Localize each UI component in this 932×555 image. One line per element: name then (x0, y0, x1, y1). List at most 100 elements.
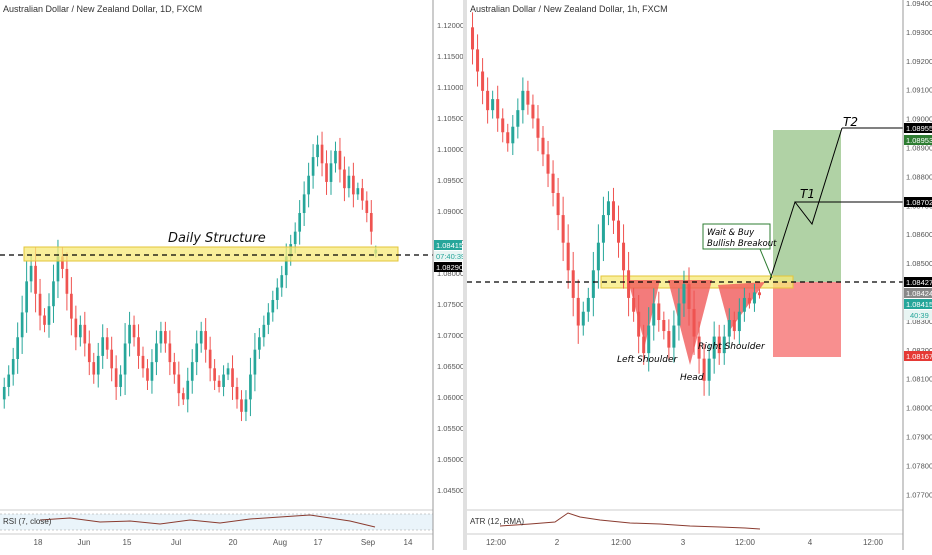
candle-body (217, 380, 221, 387)
left-pane[interactable]: Australian Dollar / New Zealand Dollar, … (0, 0, 465, 550)
right-y-tick: 1.07700 (906, 490, 932, 499)
candle-body (302, 194, 306, 214)
last-price-badge (904, 299, 932, 309)
candle-body (226, 368, 230, 375)
candle-body (752, 292, 756, 304)
left-y-tick: 1.10000 (437, 145, 464, 154)
right-pane[interactable]: Australian Dollar / New Zealand Dollar, … (467, 0, 932, 550)
candle-body (617, 220, 621, 243)
right-chart-title: Australian Dollar / New Zealand Dollar, … (470, 4, 668, 14)
candle-body (25, 281, 28, 313)
candle-body (712, 336, 716, 359)
left-line-price-badge (434, 262, 462, 272)
right-price-axis[interactable]: 1.094001.093001.092001.091001.090001.089… (906, 0, 932, 499)
right-candles (471, 12, 761, 396)
candle-body (672, 325, 676, 348)
candle-body (627, 270, 631, 298)
left-x-tick: 15 (123, 538, 132, 547)
candle-body (732, 320, 736, 332)
stop-price: 1.08167 (906, 352, 932, 361)
candle-body (622, 242, 626, 271)
candle-body (47, 306, 51, 325)
right-time-axis[interactable]: 12:00 2 12:00 3 12:00 4 12:00 (486, 538, 884, 547)
candle-body (596, 242, 600, 271)
right-y-tick: 1.07900 (906, 433, 932, 442)
left-x-tick: 20 (229, 538, 238, 547)
right-shoulder-label: Right Shoulder (698, 342, 766, 352)
left-line-price: 1.08290 (436, 263, 463, 272)
candle-body (78, 324, 82, 338)
candle-body (541, 137, 545, 155)
head-label: Head (680, 373, 704, 383)
candle-body (83, 324, 87, 344)
t2-price: 1.08955 (906, 124, 932, 133)
right-y-tick: 1.09000 (906, 115, 932, 124)
atr-label: ATR (12, RMA) (470, 517, 524, 526)
candle-body (284, 256, 288, 276)
candle-body (343, 169, 346, 189)
daily-structure-zone (23, 246, 399, 262)
left-x-tick: 14 (404, 538, 413, 547)
candle-body (526, 90, 530, 105)
candle-body (222, 374, 225, 387)
right-y-tick: 1.09200 (906, 57, 932, 66)
left-countdown: 07:40:39 (436, 252, 465, 261)
candle-body (682, 284, 686, 304)
t1-price: 1.08702 (906, 198, 932, 207)
candle-body (181, 393, 185, 400)
candle-body (177, 374, 181, 394)
candle-body (356, 188, 360, 195)
stop-price-badge (904, 351, 932, 361)
left-chart-title: Australian Dollar / New Zealand Dollar, … (3, 4, 202, 14)
candle-body (56, 256, 60, 282)
candle-body (677, 303, 681, 326)
rsi-label: RSI (7, close) (3, 517, 52, 526)
left-x-tick: 18 (34, 538, 43, 547)
right-y-tick: 1.08600 (906, 230, 932, 239)
candle-body (29, 265, 33, 282)
left-time-axis[interactable]: 18 Jun 15 Jul 20 Aug 17 Sep 14 (34, 538, 413, 547)
candle-body (697, 336, 701, 359)
left-x-tick: Aug (273, 538, 287, 547)
candle-body (105, 337, 109, 350)
candle-body (347, 175, 351, 189)
right-x-tick: 3 (681, 538, 686, 547)
candle-body (334, 150, 337, 164)
left-y-tick: 1.08000 (437, 269, 464, 278)
right-x-tick: 12:00 (863, 538, 884, 547)
candle-body (155, 343, 158, 363)
breakout-callout-line1: Wait & Buy (707, 228, 755, 238)
candle-body (742, 297, 746, 312)
candle-body (652, 303, 656, 326)
left-y-tick: 1.10500 (437, 114, 464, 123)
right-shoulder-shape (718, 282, 765, 330)
t1-label: T1 (800, 187, 815, 201)
breakout-callout-line2: Bullish Breakout (707, 239, 777, 249)
right-x-tick: 12:00 (486, 538, 507, 547)
current-price-badge (904, 288, 932, 298)
green-price: 1.08953 (906, 136, 932, 145)
left-y-tick: 1.11000 (437, 83, 464, 92)
candle-body (208, 349, 212, 369)
candle-body (516, 110, 520, 127)
candle-body (360, 188, 364, 201)
candle-body (717, 336, 721, 354)
atr-line (499, 512, 761, 530)
candle-body (506, 132, 510, 144)
candle-body (123, 343, 127, 375)
breakout-callout-box (702, 223, 771, 250)
left-last-price-badge (434, 240, 462, 250)
candle-body (727, 320, 731, 337)
green-price-badge (904, 135, 932, 145)
pane-separator[interactable] (463, 0, 467, 550)
right-x-tick: 12:00 (611, 538, 632, 547)
candle-body (471, 27, 475, 50)
candle-body (316, 144, 319, 158)
candle-body (150, 362, 154, 381)
candle-body (195, 343, 199, 363)
candle-body (249, 374, 252, 400)
daily-structure-label: Daily Structure (168, 231, 266, 246)
candle-body (164, 331, 167, 344)
candle-body (369, 213, 373, 232)
